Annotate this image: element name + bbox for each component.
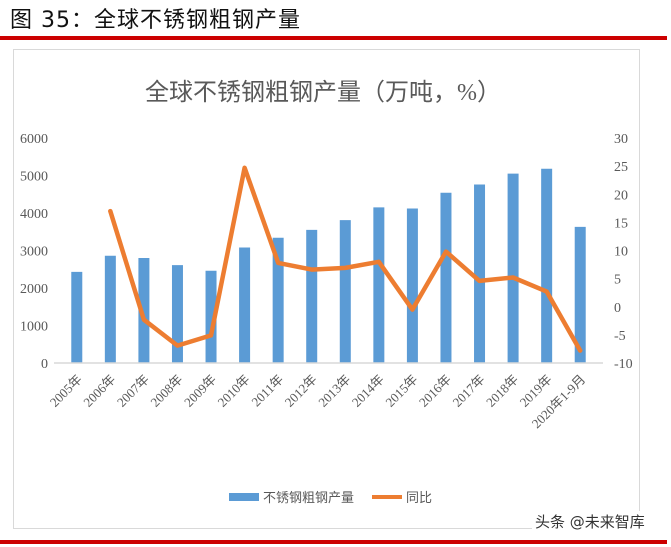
legend-line-label: 同比 <box>406 490 432 505</box>
x-tick-label: 2013年 <box>315 372 353 410</box>
x-tick-label: 2015年 <box>382 372 420 410</box>
y-right-tick: 30 <box>614 132 628 147</box>
bar <box>474 184 486 363</box>
x-tick-label: 2016年 <box>416 372 454 410</box>
x-tick-label: 2009年 <box>181 372 219 410</box>
x-tick-label: 2010年 <box>215 372 253 410</box>
legend: 不锈钢粗钢产量 同比 <box>229 490 432 505</box>
y-left-tick: 2000 <box>20 282 48 297</box>
bar <box>272 237 284 363</box>
x-tick-label: 2018年 <box>483 372 521 410</box>
y-left-tick: 1000 <box>20 320 48 335</box>
x-tick-label: 2011年 <box>248 372 286 410</box>
y-right-tick: -10 <box>614 357 633 372</box>
y-right-tick: 0 <box>614 301 621 316</box>
y-left-tick: 3000 <box>20 245 48 260</box>
bar-series <box>71 168 586 363</box>
y-left-tick: 0 <box>41 357 48 372</box>
bar <box>574 226 586 363</box>
y-axis-left: 0 1000 2000 3000 4000 5000 6000 <box>20 132 48 372</box>
y-right-tick: 5 <box>614 273 621 288</box>
bottom-rule <box>0 540 667 544</box>
bar <box>71 271 83 363</box>
x-tick-label: 2007年 <box>114 372 152 410</box>
x-axis-labels: 2005年2006年2007年2008年2009年2010年2011年2012年… <box>47 372 589 432</box>
x-tick-label: 2005年 <box>47 372 85 410</box>
y-left-tick: 6000 <box>20 132 48 147</box>
top-rule <box>0 36 667 40</box>
legend-bar-label: 不锈钢粗钢产量 <box>263 490 354 505</box>
bar <box>507 173 519 363</box>
y-right-tick: 20 <box>614 188 628 203</box>
bar <box>138 258 150 363</box>
bar <box>339 220 351 363</box>
bar <box>104 255 116 363</box>
bar <box>306 229 318 363</box>
y-right-tick: 15 <box>614 216 628 231</box>
bar <box>541 168 553 363</box>
y-right-tick: 10 <box>614 245 628 260</box>
line-series <box>108 165 583 353</box>
bar <box>440 192 452 363</box>
bar <box>373 207 385 363</box>
x-tick-label: 2014年 <box>349 372 387 410</box>
chart-title: 全球不锈钢粗钢产量（万吨，%） <box>145 79 501 106</box>
y-left-tick: 5000 <box>20 170 48 185</box>
y-right-tick: 25 <box>614 160 628 175</box>
legend-bar-swatch <box>229 493 259 501</box>
chart-frame <box>13 49 640 529</box>
x-tick-label: 2017年 <box>449 372 487 410</box>
bar <box>171 265 183 363</box>
watermark: 头条 @未来智库 <box>532 511 648 532</box>
x-tick-label: 2006年 <box>80 372 118 410</box>
x-tick-label: 2008年 <box>147 372 185 410</box>
y-axis-right: -10 -5 0 5 10 15 20 25 30 <box>614 132 633 372</box>
figure-title: 图 35：全球不锈钢粗钢产量 <box>10 8 301 33</box>
bar <box>205 270 217 363</box>
x-tick-label: 2012年 <box>282 372 320 410</box>
bar <box>239 247 251 363</box>
bar <box>406 208 418 363</box>
y-left-tick: 4000 <box>20 207 48 222</box>
y-right-tick: -5 <box>614 329 626 344</box>
